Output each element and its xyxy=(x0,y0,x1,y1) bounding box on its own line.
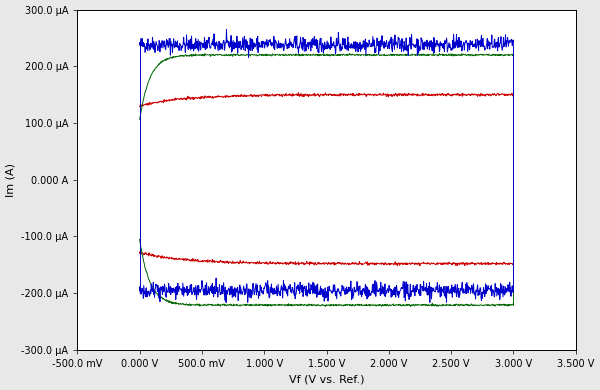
Y-axis label: Im (A): Im (A) xyxy=(5,163,16,197)
X-axis label: Vf (V vs. Ref.): Vf (V vs. Ref.) xyxy=(289,374,364,385)
